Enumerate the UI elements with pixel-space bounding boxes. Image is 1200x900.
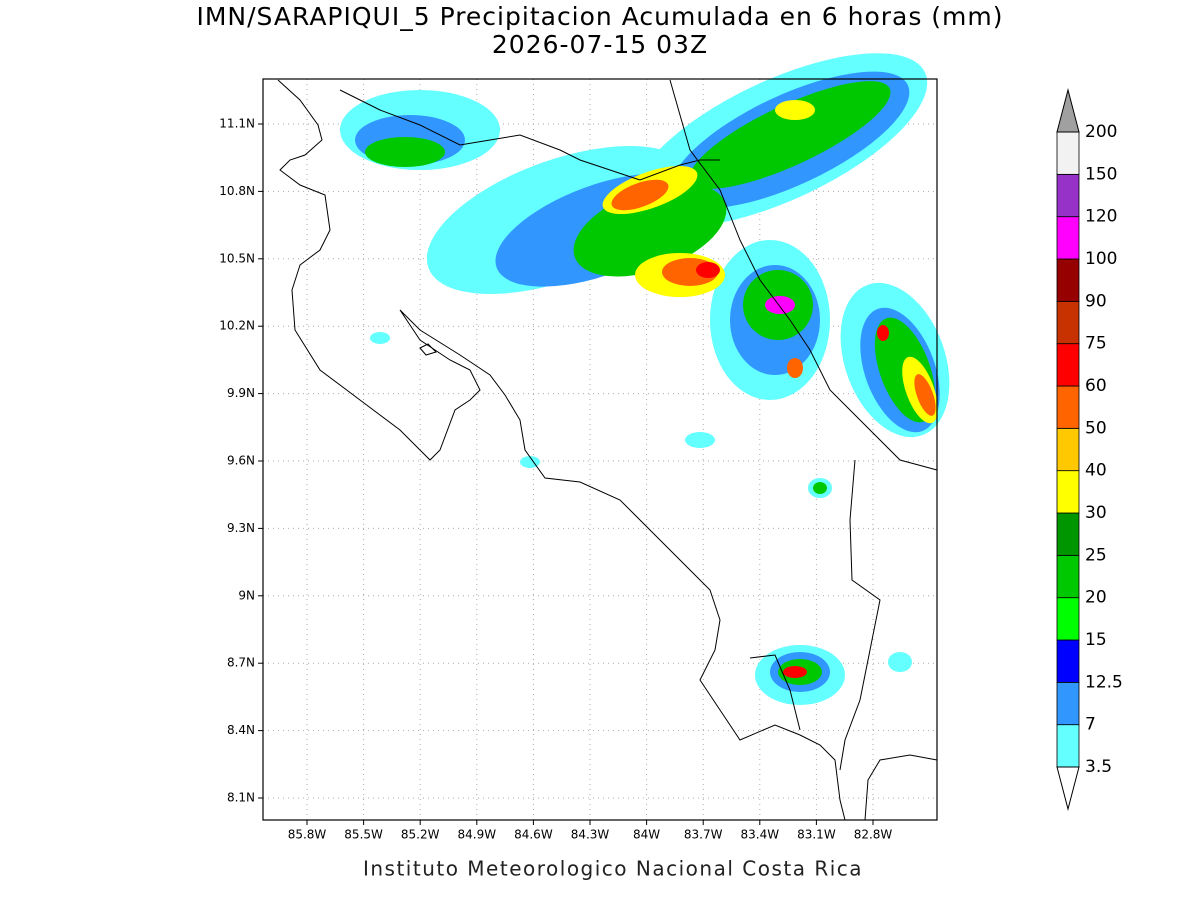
coastlines (277, 79, 938, 821)
precipitation-field (340, 53, 950, 705)
colorbar-label: 200 (1085, 122, 1117, 142)
colorbar-label: 20 (1085, 588, 1107, 608)
lon-label: 83.7W (684, 828, 723, 842)
lon-label: 83.4W (741, 828, 780, 842)
colorbar-bin (1056, 470, 1080, 514)
colorbar-label: 100 (1085, 249, 1117, 269)
lon-label: 84W (633, 828, 660, 842)
lon-label: 82.8W (854, 828, 893, 842)
lon-label: 85.2W (401, 828, 440, 842)
colorbar-label: 40 (1085, 461, 1107, 481)
colorbar-bin (1056, 131, 1080, 175)
lon-label: 85.8W (288, 828, 327, 842)
colorbar-bin (1056, 597, 1080, 641)
colorbar-bin (1056, 258, 1080, 302)
colorbar-label: 30 (1085, 503, 1107, 523)
lat-label: 11.1N (219, 117, 255, 131)
colorbar-label: 75 (1085, 334, 1107, 354)
lat-label: 10.8N (219, 184, 255, 198)
colorbar-label: 50 (1085, 418, 1107, 438)
lat-label: 8.4N (227, 723, 255, 737)
lat-label: 9.9N (227, 386, 255, 400)
colorbar-label: 150 (1085, 164, 1117, 184)
footer: Instituto Meteorologico Nacional Costa R… (363, 857, 863, 881)
colorbar-bin (1056, 554, 1080, 599)
colorbar-bin (1056, 681, 1080, 726)
lat-label: 10.2N (219, 319, 255, 333)
title: IMN/SARAPIQUI_5 Precipitacion Acumulada … (196, 2, 1003, 31)
colorbar-bin (1056, 512, 1080, 556)
colorbar-bin (1056, 427, 1080, 472)
map-frame (262, 78, 938, 821)
colorbar-under (1056, 766, 1080, 811)
lon-label: 83.1W (797, 828, 836, 842)
lat-label: 9.6N (227, 454, 255, 468)
colorbar-label: 7 (1085, 715, 1096, 735)
colorbar-over (1056, 88, 1080, 133)
lat-label: 9N (238, 588, 255, 602)
colorbar-label: 3.5 (1085, 757, 1112, 777)
colorbar-bin (1056, 639, 1080, 683)
lat-label: 8.1N (227, 791, 255, 805)
lat-label: 10.5N (219, 251, 255, 265)
lat-label: 8.7N (227, 656, 255, 670)
lon-label: 85.5W (344, 828, 383, 842)
lon-label: 84.6W (514, 828, 553, 842)
colorbar-bin (1056, 385, 1080, 429)
colorbar-label: 15 (1085, 630, 1107, 650)
colorbar-label: 120 (1085, 207, 1117, 227)
colorbar-bin (1056, 216, 1080, 260)
colorbar-label: 25 (1085, 545, 1107, 565)
lon-label: 84.3W (571, 828, 610, 842)
colorbar-bin (1056, 300, 1080, 345)
colorbar-bin (1056, 724, 1080, 768)
colorbar: 3.5 7 12.5 15 20 25 30 40 50 60 75 90 100 120 150 200 (1056, 88, 1123, 811)
subtitle: 2026-07-15 03Z (492, 30, 708, 59)
colorbar-bin (1056, 173, 1080, 218)
colorbar-label: 60 (1085, 376, 1107, 396)
lat-label: 9.3N (227, 521, 255, 535)
colorbar-bin (1056, 343, 1080, 387)
graticule: 11.1N 10.8N 10.5N 10.2N 9.9N 9.6N 9.3N 9N 8.7N 8.… (219, 79, 937, 842)
lon-label: 84.9W (458, 828, 497, 842)
colorbar-label: 12.5 (1085, 672, 1123, 692)
colorbar-label: 90 (1085, 291, 1107, 311)
